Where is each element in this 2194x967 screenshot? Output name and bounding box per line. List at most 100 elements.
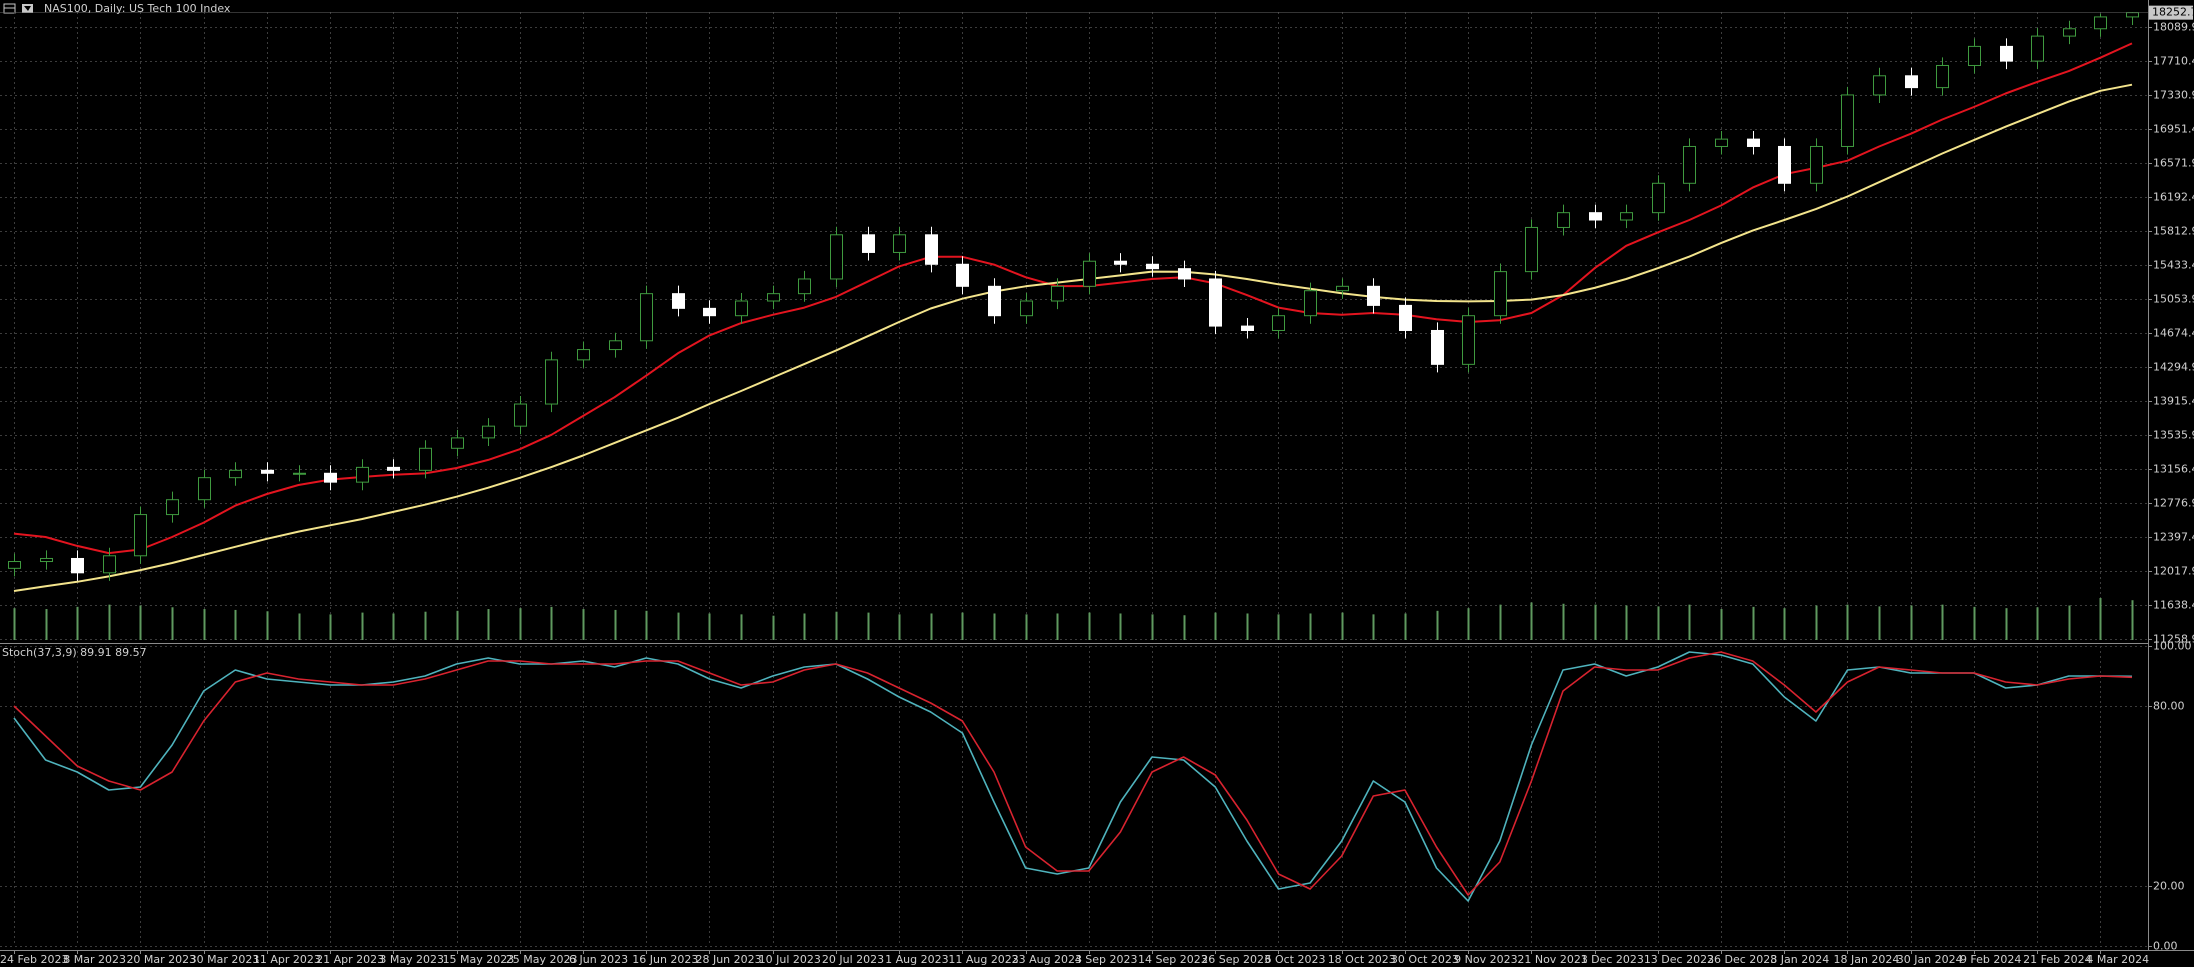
- candle-body: [419, 447, 432, 471]
- x-tick-label: 1 Dec 2023: [1581, 953, 1644, 966]
- x-tick-label: 20 Jul 2023: [822, 953, 884, 966]
- candle-body: [40, 557, 53, 563]
- y-tick-label: 13915.4: [2153, 395, 2194, 408]
- x-tick-label: 18 Oct 2023: [1328, 953, 1396, 966]
- y-tick-label: 15433.4: [2153, 259, 2194, 272]
- x-tick-label: 6 Jun 2023: [569, 953, 628, 966]
- chart-title: NAS100, Daily: US Tech 100 Index: [44, 2, 231, 15]
- candle-body: [1525, 226, 1538, 273]
- candle-body: [2031, 35, 2044, 62]
- y-tick-label: 18089.9: [2153, 21, 2194, 34]
- candle-body: [1841, 94, 1854, 147]
- candle-body: [956, 263, 969, 287]
- y-tick-label: 16571.9: [2153, 157, 2194, 170]
- x-tick-label: 1 Aug 2023: [885, 953, 948, 966]
- candle-body: [324, 472, 337, 483]
- candle-body: [2000, 45, 2013, 62]
- candle-body: [1905, 75, 1918, 89]
- candle-body: [767, 293, 780, 302]
- x-tick-label: 8 Jan 2024: [1770, 953, 1829, 966]
- candle-body: [1873, 75, 1886, 96]
- candle-body: [387, 466, 400, 471]
- candle-body: [577, 349, 590, 361]
- x-tick-label: 6 Oct 2023: [1264, 953, 1325, 966]
- x-tick-label: 21 Apr 2023: [316, 953, 384, 966]
- candle-body: [261, 469, 274, 474]
- stochastic-line: [13, 651, 2133, 896]
- x-tick-label: 23 Aug 2023: [1012, 953, 1082, 966]
- x-tick-label: 21 Feb 2024: [2023, 953, 2091, 966]
- candle-body: [1968, 45, 1981, 66]
- moving-average: [13, 83, 2133, 592]
- candle-body: [482, 425, 495, 439]
- candle-body: [1209, 278, 1222, 327]
- candle-body: [8, 561, 21, 569]
- candle-body: [356, 466, 369, 483]
- x-tick-label: 25 May 2023: [506, 953, 578, 966]
- candle-body: [1146, 263, 1159, 270]
- candle-body: [1336, 285, 1349, 292]
- x-tick-label: 16 Jun 2023: [632, 953, 698, 966]
- y-tick-label: 20.00: [2153, 880, 2185, 893]
- y-tick-label: 15812.9: [2153, 225, 2194, 238]
- candle-body: [1462, 315, 1475, 365]
- y-tick-label: 11638.4: [2153, 599, 2194, 612]
- x-tick-label: 15 May 2023: [443, 953, 515, 966]
- candle-body: [2094, 16, 2107, 30]
- x-tick-label: 30 Mar 2023: [190, 953, 260, 966]
- candle-body: [703, 307, 716, 317]
- icon: [24, 6, 31, 11]
- candle-body: [198, 477, 211, 501]
- candle-body: [1810, 145, 1823, 184]
- indicator-title: Stoch(37,3,9) 89.91 89.57: [2, 646, 147, 659]
- candle-body: [1241, 325, 1254, 331]
- symbol-icons: [3, 3, 33, 14]
- candle-body: [1747, 138, 1760, 147]
- candle-body: [1399, 304, 1412, 331]
- candle-body: [166, 499, 179, 516]
- y-tick-label: 11258.9: [2153, 633, 2194, 646]
- candle-body: [1051, 285, 1064, 302]
- candle-body: [134, 514, 147, 557]
- y-tick-label: 17710.4: [2153, 55, 2194, 68]
- candle-body: [1083, 260, 1096, 287]
- candle-body: [1178, 268, 1191, 280]
- candle-body: [1367, 285, 1380, 306]
- x-tick-label: 3 May 2023: [379, 953, 444, 966]
- candle-body: [1431, 329, 1444, 365]
- x-tick-label: 26 Sep 2023: [1201, 953, 1271, 966]
- candle-body: [1683, 145, 1696, 184]
- candle-body: [609, 340, 622, 351]
- x-tick-label: 9 Feb 2024: [1960, 953, 2021, 966]
- x-tick-label: 8 Mar 2023: [63, 953, 126, 966]
- x-tick-label: 24 Feb 2023: [0, 953, 68, 966]
- candle-body: [2126, 12, 2139, 18]
- candle-body: [798, 278, 811, 295]
- x-tick-label: 10 Jul 2023: [759, 953, 821, 966]
- candle-body: [1304, 290, 1317, 317]
- candle-body: [1936, 64, 1949, 89]
- y-tick-label: 14674.4: [2153, 327, 2194, 340]
- last-price-box: [2149, 5, 2193, 20]
- y-tick-label: 80.00: [2153, 700, 2185, 713]
- candle-body: [1494, 271, 1507, 317]
- y-tick-label: 17330.9: [2153, 89, 2194, 102]
- candle-body: [988, 285, 1001, 317]
- y-tick-label: 16951.4: [2153, 123, 2194, 136]
- candle-body: [103, 555, 116, 574]
- candle-body: [293, 472, 306, 475]
- x-tick-label: 4 Mar 2024: [2086, 953, 2149, 966]
- candle-body: [1272, 315, 1285, 331]
- y-tick-label: 14294.9: [2153, 361, 2194, 374]
- candle-body: [514, 403, 527, 427]
- last-price-label: 18252.7: [2152, 6, 2194, 19]
- candle-body: [893, 234, 906, 253]
- candle-body: [735, 300, 748, 317]
- y-tick-label: 0.00: [2153, 940, 2178, 953]
- candle-body: [640, 293, 653, 342]
- x-tick-label: 21 Nov 2023: [1517, 953, 1587, 966]
- y-tick-label: 12397.4: [2153, 531, 2194, 544]
- candle-body: [451, 437, 464, 449]
